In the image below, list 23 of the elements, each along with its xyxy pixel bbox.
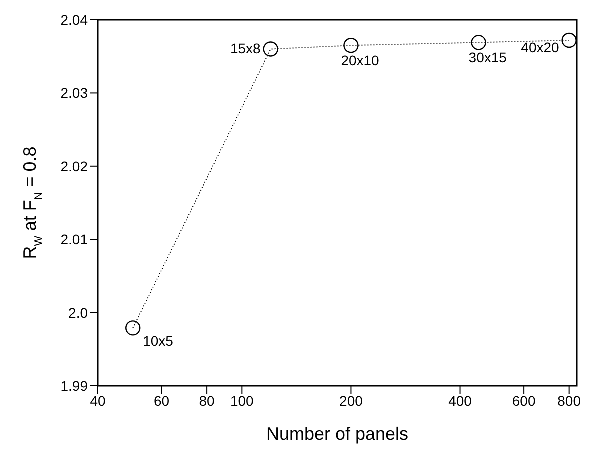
y-tick-label: 2.01: [60, 232, 88, 248]
y-tick-label: 2.04: [60, 12, 88, 28]
x-axis-title: Number of panels: [266, 424, 409, 444]
x-tick-label: 200: [340, 392, 364, 409]
point: [126, 320, 141, 336]
point: [562, 32, 577, 48]
y-tick-label: 2.02: [60, 158, 88, 174]
x-tick-label: 600: [512, 392, 536, 409]
annotation: 30x15: [468, 50, 508, 66]
annotation: 20x10: [341, 52, 380, 69]
point: [344, 38, 359, 54]
x-tick-label: 100: [230, 392, 254, 409]
annotation: 15x8: [230, 40, 262, 56]
annotation: 10x5: [143, 333, 174, 350]
x-tick-label: 80: [199, 392, 216, 409]
x-tick-label: 40: [90, 392, 106, 409]
x-tick-label: 800: [558, 392, 582, 409]
y-tick-label: 1.99: [60, 378, 88, 394]
y-tick-label: 2.03: [60, 85, 88, 102]
y-tick-label: 2.0: [68, 304, 88, 321]
annotation: 40x20: [521, 39, 560, 56]
x-tick-label: 400: [448, 392, 472, 409]
x-tick-label: 60: [154, 392, 170, 409]
